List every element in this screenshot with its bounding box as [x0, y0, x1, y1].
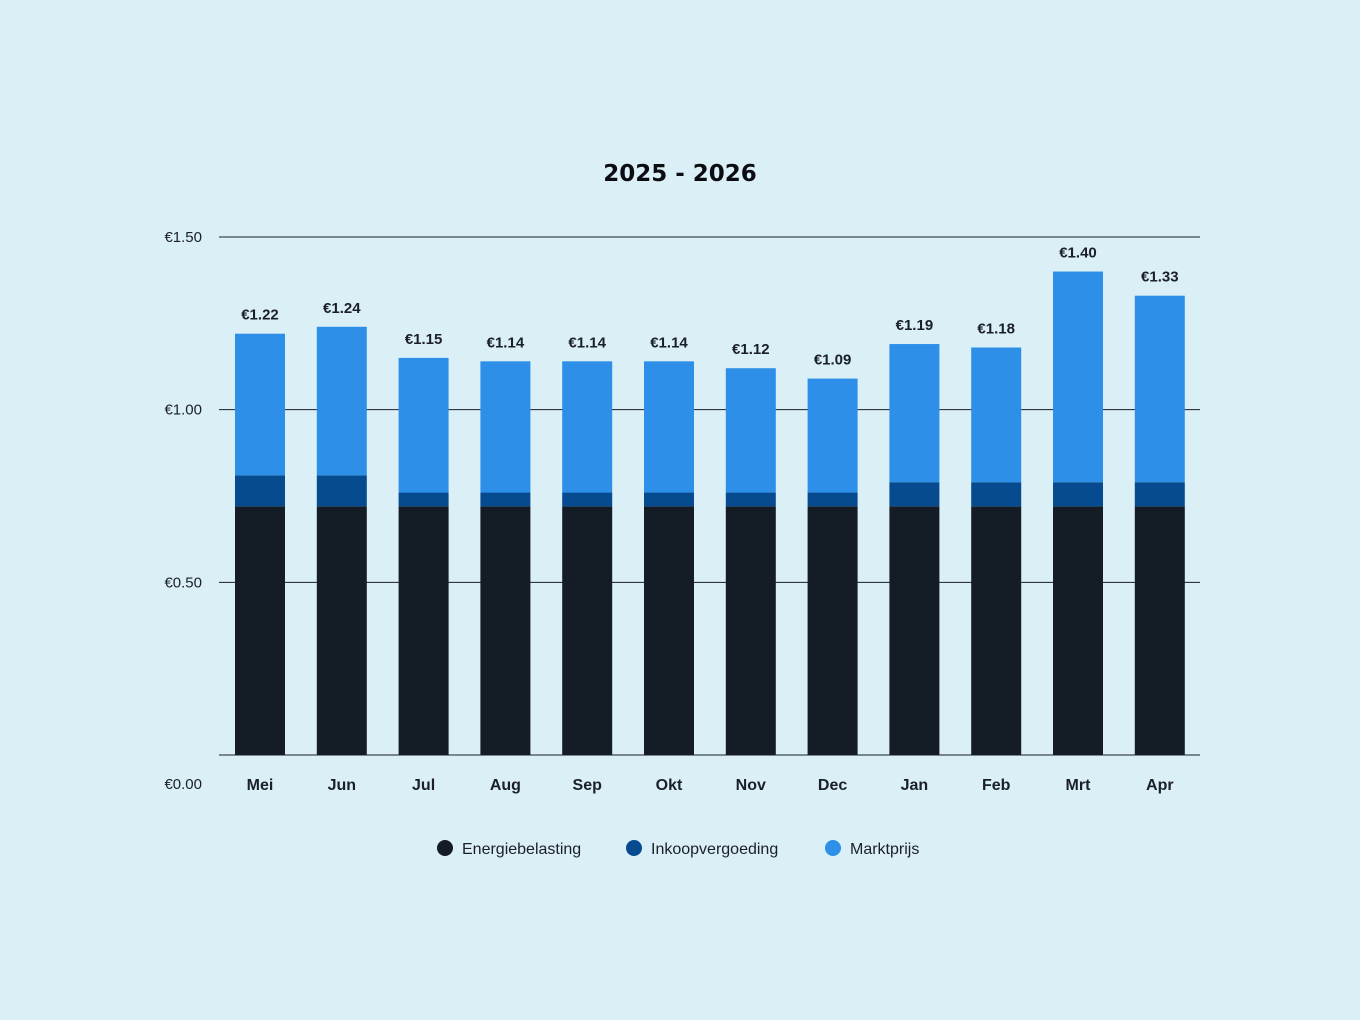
- legend-item: Energiebelasting: [437, 840, 581, 858]
- x-tick-label: Okt: [656, 777, 683, 794]
- x-tick-label: Mrt: [1066, 777, 1092, 794]
- x-tick-label: Jun: [328, 777, 356, 794]
- data-label: €1.40: [1059, 245, 1097, 262]
- bar-segment: [1053, 271, 1103, 483]
- bar-segment: [398, 492, 449, 507]
- bar-segment: [480, 361, 531, 493]
- bar-segment: [889, 506, 940, 755]
- bar-segment: [1053, 506, 1103, 755]
- bar-segment: [644, 492, 694, 507]
- x-tick-label: Mei: [247, 777, 274, 794]
- legend-label: Marktprijs: [850, 841, 919, 858]
- bar-segment: [889, 482, 940, 507]
- bar-segment: [1134, 295, 1185, 483]
- x-tick-label: Aug: [490, 777, 521, 794]
- bar-segment: [235, 506, 285, 755]
- bar-segment: [971, 506, 1022, 755]
- bar-segment: [235, 475, 285, 507]
- x-tick-label: Nov: [736, 777, 766, 794]
- bar-segment: [316, 506, 367, 755]
- bar-segment: [807, 506, 858, 755]
- gridlines: [219, 236, 1200, 756]
- x-tick-label: Sep: [573, 777, 603, 794]
- legend-item: Inkoopvergoeding: [626, 840, 778, 858]
- y-axis-ticks: €1.50 €1.00 €0.50 €0.00: [164, 229, 202, 793]
- data-label: €1.24: [323, 300, 361, 317]
- x-tick-label: Jul: [412, 777, 435, 794]
- data-label: €1.14: [650, 334, 688, 351]
- bar-segment: [398, 357, 449, 493]
- y-tick-label: €0.00: [164, 776, 202, 793]
- data-label: €1.15: [405, 331, 443, 348]
- x-tick-label: Dec: [818, 777, 847, 794]
- data-label: €1.12: [732, 341, 770, 358]
- bar-segment: [562, 506, 613, 755]
- y-tick-label: €1.00: [164, 402, 202, 419]
- bar-segment: [1053, 482, 1103, 507]
- bars: [235, 271, 1185, 755]
- y-tick-label: €1.50: [164, 229, 202, 246]
- data-label: €1.19: [896, 317, 934, 334]
- x-tick-label: Apr: [1146, 777, 1174, 794]
- bar-segment: [725, 506, 776, 755]
- bar-segment: [644, 506, 694, 755]
- bar-segment: [316, 475, 367, 507]
- bar-segment: [480, 492, 531, 507]
- bar-segment: [807, 492, 858, 507]
- legend-swatch: [825, 840, 841, 856]
- legend-swatch: [626, 840, 642, 856]
- bar-segment: [644, 361, 694, 493]
- legend-label: Energiebelasting: [462, 841, 581, 858]
- chart-title: 2025 - 2026: [603, 161, 757, 187]
- legend-label: Inkoopvergoeding: [651, 841, 778, 858]
- bar-segment: [235, 333, 285, 476]
- bar-segment: [562, 361, 613, 493]
- legend: Energiebelasting Inkoopvergoeding Marktpri…: [437, 840, 919, 858]
- bar-segment: [807, 378, 858, 493]
- bar-segment: [480, 506, 531, 755]
- data-label: €1.14: [487, 334, 525, 351]
- bar-segment: [971, 482, 1022, 507]
- x-tick-label: Feb: [982, 777, 1011, 794]
- x-axis-ticks: Mei Jun Jul Aug Sep Okt Nov Dec Jan Feb Mrt Apr: [247, 777, 1174, 794]
- bar-segment: [1134, 506, 1185, 755]
- data-labels: €1.22 €1.24 €1.15 €1.14 €1.14 €1.14 €1.12 €1.09…: [241, 245, 1178, 369]
- x-tick-label: Jan: [901, 777, 929, 794]
- bar-segment: [1134, 482, 1185, 507]
- data-label: €1.33: [1141, 269, 1179, 286]
- bar-segment: [316, 326, 367, 476]
- data-label: €1.09: [814, 352, 852, 369]
- bar-segment: [889, 344, 940, 483]
- bar-segment: [971, 347, 1022, 483]
- bar-segment: [725, 368, 776, 493]
- data-label: €1.14: [568, 334, 606, 351]
- legend-swatch: [437, 840, 453, 856]
- data-label: €1.22: [241, 307, 279, 324]
- legend-item: Marktprijs: [825, 840, 919, 858]
- bar-segment: [398, 506, 449, 755]
- bar-segment: [725, 492, 776, 507]
- bar-segment: [562, 492, 613, 507]
- y-tick-label: €0.50: [164, 574, 202, 591]
- data-label: €1.18: [977, 321, 1015, 338]
